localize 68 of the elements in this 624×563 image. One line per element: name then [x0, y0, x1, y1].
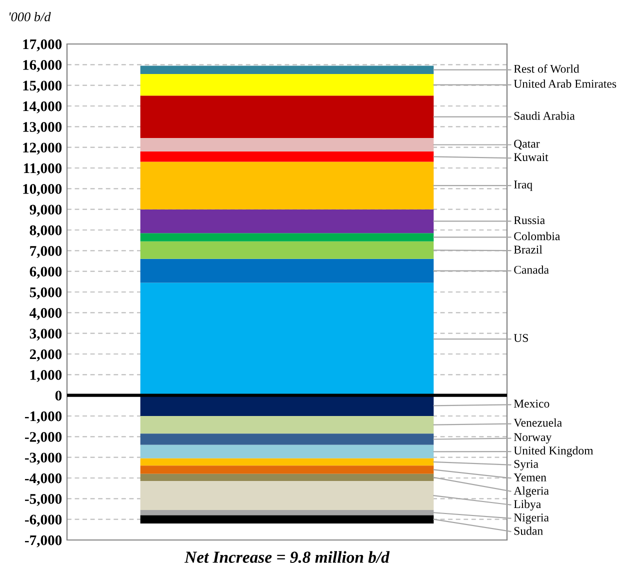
y-tick-label: 8,000	[30, 225, 62, 238]
bar	[140, 233, 434, 242]
y-tick-label: 15,000	[23, 80, 62, 93]
text: United Arab Emirates	[514, 79, 616, 88]
y-tick-label: -4,000	[25, 473, 62, 486]
y-tick-label: 11,000	[24, 163, 62, 176]
bar	[140, 416, 434, 434]
bar	[140, 395, 434, 416]
text: Libya	[514, 500, 541, 511]
text: US	[514, 334, 528, 342]
y-tick-label: 14,000	[23, 101, 62, 114]
text: Iraq	[514, 180, 532, 191]
y-tick-label: 2,000	[30, 349, 62, 362]
y-tick-label: 5,000	[30, 287, 62, 300]
text: Sudan	[514, 526, 543, 535]
y-tick-label: 4,000	[30, 308, 62, 320]
bar	[140, 434, 434, 445]
y-tick-label: -6,000	[25, 514, 62, 527]
bar	[140, 162, 434, 210]
bar	[140, 96, 434, 138]
bar	[140, 138, 434, 152]
bar	[140, 282, 434, 396]
bar	[140, 515, 434, 524]
y-tick-label: 7,000	[30, 246, 62, 258]
text: Nigeria	[514, 514, 549, 524]
text: Rest of World	[514, 64, 580, 73]
y-tick-label: 16,000	[23, 60, 62, 72]
bar	[140, 209, 434, 234]
bar	[140, 474, 434, 482]
y-tick-label: 12,000	[23, 142, 62, 155]
text: Mexico	[514, 400, 550, 408]
bar	[140, 241, 434, 259]
bar	[140, 458, 434, 466]
bar	[140, 66, 434, 74]
y-tick-label: -5,000	[25, 494, 62, 506]
text: Norway	[514, 433, 552, 444]
bar	[140, 444, 434, 458]
y-tick-label: -2,000	[25, 432, 62, 444]
text: Canada	[514, 265, 549, 274]
y-tick-label: 1,000	[30, 370, 62, 382]
y-tick-label: 13,000	[23, 122, 62, 134]
text: Syria	[514, 460, 538, 470]
text: Kuwait	[514, 153, 548, 162]
y-tick-label: -1,000	[25, 411, 62, 424]
text: United Kingdom	[514, 446, 594, 457]
y-tick-label: 0	[55, 390, 62, 401]
text: Saudi Arabia	[514, 111, 575, 120]
y-tick-label: 10,000	[23, 184, 62, 196]
x-axis-title: Net Increase = 9.8 million b/d	[184, 551, 390, 563]
y-tick-label: 6,000	[30, 266, 62, 279]
y-tick-label: 9,000	[30, 204, 62, 217]
y-tick-label: -7,000	[25, 535, 62, 548]
text: Algeria	[514, 486, 549, 498]
text: Venezuela	[514, 418, 562, 427]
bar	[140, 258, 434, 283]
text: Qatar	[514, 140, 540, 150]
text: Yemen	[514, 474, 546, 482]
y-axis-title: '000 b/d	[10, 12, 51, 22]
text: Brazil	[514, 245, 542, 254]
bar	[140, 466, 434, 474]
text: Russia	[514, 216, 545, 224]
y-tick-label: -3,000	[25, 452, 62, 465]
bar	[140, 151, 434, 162]
text: Colombia	[514, 232, 560, 240]
bar	[140, 74, 434, 96]
bar	[140, 481, 434, 510]
y-tick-label: 3,000	[30, 328, 62, 341]
y-tick-label: 17,000	[23, 39, 62, 52]
